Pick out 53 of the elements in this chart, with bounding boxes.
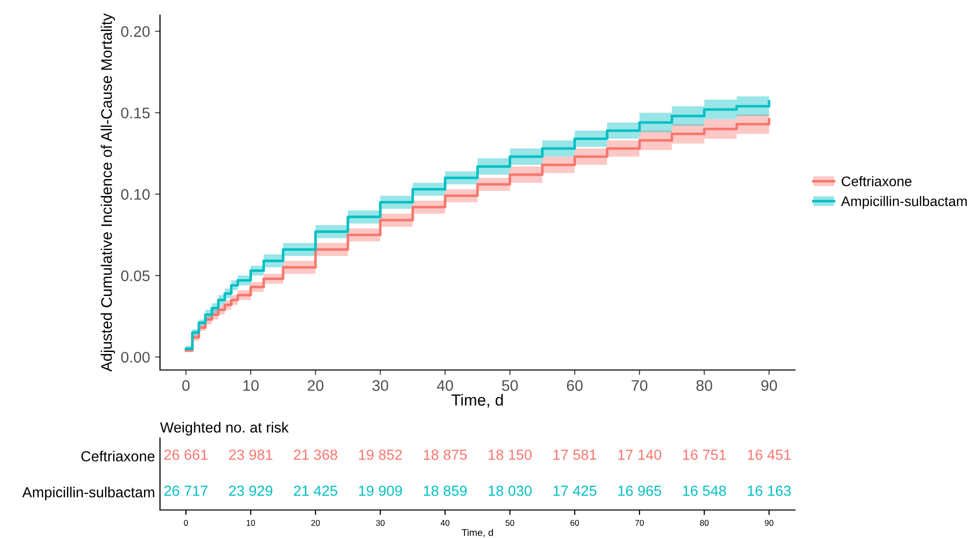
- data-label: 21 425: [294, 486, 338, 496]
- data-label: 16 965: [618, 486, 662, 496]
- x-tick-label: 40: [440, 520, 450, 526]
- data-label: 18 030: [488, 486, 532, 496]
- y-tick-label: 0.10: [121, 188, 150, 200]
- x-tick-label: 50: [506, 520, 514, 526]
- x-tick-label: 20: [311, 520, 320, 526]
- x-tick-label: 40: [436, 380, 453, 391]
- x-tick-label: 30: [372, 380, 388, 391]
- legend-label: Ampicillin-sulbactam: [841, 196, 967, 209]
- x-tick-label: 10: [243, 380, 259, 391]
- x-tick-label: 80: [696, 380, 712, 391]
- data-label: 26 717: [164, 486, 208, 496]
- legend-label: Ceftriaxone: [842, 176, 912, 186]
- data-label: 23 981: [229, 450, 272, 460]
- x-tick-label: 60: [566, 380, 583, 391]
- x-axis-title: Time, d: [452, 394, 503, 408]
- data-label: 26 661: [164, 450, 208, 460]
- data-label: 16 751: [683, 450, 726, 460]
- x-tick-label: 70: [632, 380, 648, 391]
- x-tick-label: 60: [570, 520, 580, 526]
- x-tick-label: 20: [308, 380, 324, 391]
- y-tick-label: Ampicillin-sulbactam: [22, 486, 154, 500]
- x-tick-label: 70: [635, 520, 644, 526]
- data-label: 16 548: [683, 486, 726, 496]
- x-tick-label: 0: [184, 520, 188, 526]
- chart-title: Weighted no. at risk: [160, 422, 289, 436]
- y-axis-title: Adjusted Cumulative Incidence of All-Cause Mortality: [100, 13, 115, 372]
- x-tick-label: 90: [761, 380, 777, 391]
- y-tick-label: 0.20: [121, 26, 150, 37]
- data-label: 18 875: [424, 450, 467, 460]
- y-tick-label: 0.05: [121, 270, 150, 282]
- data-label: 18 859: [424, 486, 467, 496]
- data-label: 18 150: [488, 450, 532, 460]
- data-label: 21 368: [294, 450, 338, 460]
- data-label: 17 425: [554, 486, 596, 496]
- x-tick-label: 90: [764, 520, 774, 526]
- y-tick-label: 0.00: [121, 352, 150, 363]
- y-tick-label: Ceftriaxone: [81, 450, 154, 462]
- x-tick-label: 80: [700, 520, 709, 526]
- x-tick-label: 50: [502, 380, 518, 391]
- data-label: 16 163: [748, 486, 791, 496]
- x-tick-label: 10: [246, 520, 256, 526]
- data-label: 17 140: [618, 450, 662, 460]
- y-tick-label: 0.15: [121, 108, 150, 118]
- data-label: 16 451: [748, 450, 791, 460]
- x-axis-title: Time, d: [462, 528, 493, 538]
- data-label: 19 852: [359, 450, 402, 460]
- x-tick-label: 30: [376, 520, 385, 526]
- x-tick-label: 0: [182, 380, 190, 391]
- data-label: 23 929: [229, 486, 272, 496]
- data-label: 19 909: [359, 486, 402, 496]
- data-label: 17 581: [554, 450, 596, 460]
